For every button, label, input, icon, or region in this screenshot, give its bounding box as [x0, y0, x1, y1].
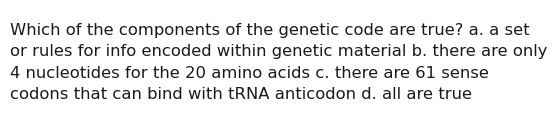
Text: Which of the components of the genetic code are true? a. a set
or rules for info: Which of the components of the genetic c…	[10, 23, 547, 102]
